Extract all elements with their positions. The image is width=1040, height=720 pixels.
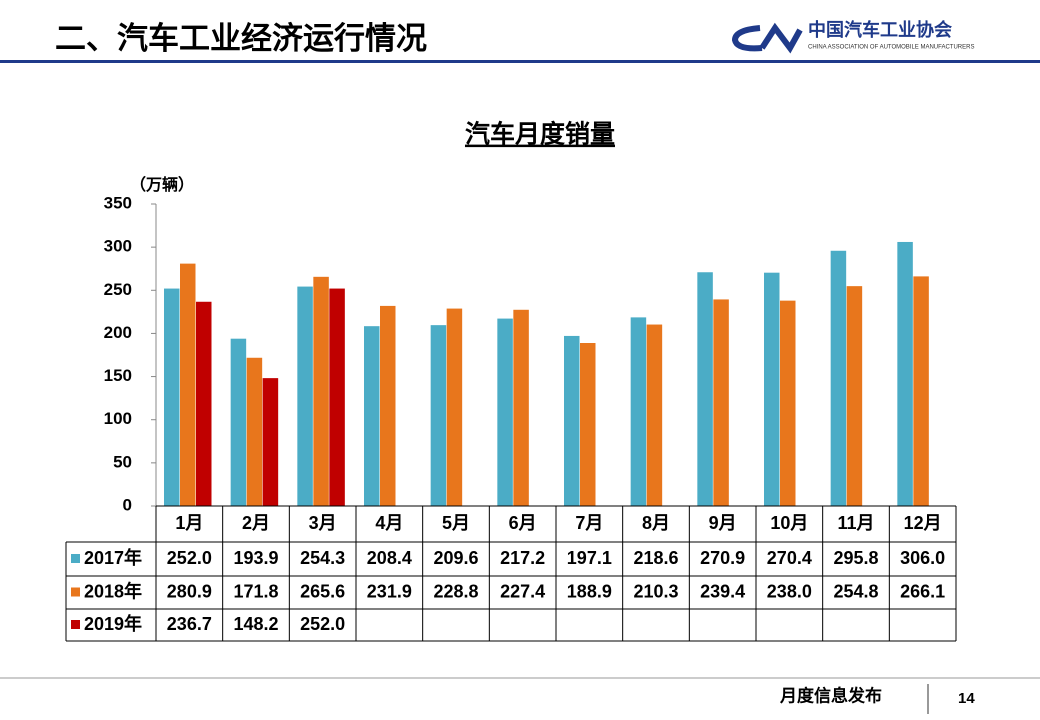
bar [430, 325, 447, 506]
bar [646, 324, 663, 506]
org-name-en: CHINA ASSOCIATION OF AUTOMOBILE MANUFACT… [808, 45, 974, 51]
table-cell: 217.2 [500, 548, 545, 568]
table-cell: 295.8 [833, 548, 878, 568]
table-cell: 239.4 [700, 581, 745, 601]
bar [897, 241, 913, 507]
table-cell: 197.1 [567, 548, 612, 568]
x-tick-label: 11月 [837, 513, 874, 533]
legend-label: 2017年 [84, 547, 142, 568]
x-tick-label: 3月 [309, 513, 337, 533]
table-cell: 266.1 [900, 581, 945, 601]
table-cell: 171.8 [233, 581, 278, 601]
bar [313, 276, 329, 506]
legend-swatch [71, 554, 80, 563]
y-tick-label: 150 [104, 366, 132, 385]
legend-swatch [71, 587, 80, 597]
slide-title: 二、汽车工业经济运行情况 [55, 21, 427, 56]
y-axis-label: （万辆） [130, 175, 194, 194]
logo [731, 22, 803, 54]
bar [364, 326, 380, 506]
y-tick-label: 300 [104, 237, 132, 256]
table-cell: 188.9 [567, 581, 612, 601]
x-tick-label: 10月 [770, 513, 808, 533]
y-tick-label: 100 [104, 409, 132, 428]
x-tick-label: 9月 [709, 513, 737, 533]
bar [630, 317, 647, 506]
table-cell: 252.0 [300, 614, 345, 634]
legend-label: 2018年 [84, 580, 142, 601]
table-cell: 218.6 [633, 548, 678, 568]
x-tick-label: 8月 [642, 513, 670, 533]
bar [764, 272, 780, 506]
org-name: 中国汽车工业协会 [808, 19, 952, 40]
bar [513, 309, 529, 506]
table-cell: 252.0 [167, 548, 212, 568]
table-cell: 231.9 [367, 581, 412, 601]
table-cell: 209.6 [433, 548, 478, 568]
legend-swatch [71, 620, 80, 629]
y-tick-label: 0 [123, 495, 132, 514]
table-cell: 227.4 [500, 581, 545, 601]
x-tick-label: 1月 [175, 513, 203, 533]
chart-title: 汽车月度销量 [465, 120, 615, 149]
bar [230, 338, 247, 506]
table-cell: 254.3 [300, 548, 345, 568]
bar [164, 288, 180, 506]
bar [830, 250, 847, 506]
y-tick-label: 350 [104, 193, 132, 212]
table-cell: 238.0 [767, 581, 812, 601]
footer-text: 月度信息发布 [779, 685, 882, 705]
x-tick-label: 6月 [509, 513, 537, 533]
table-cell: 193.9 [233, 548, 278, 568]
y-tick-label: 50 [113, 452, 132, 471]
bar [380, 305, 396, 506]
x-tick-label: 7月 [575, 513, 603, 533]
bar [497, 318, 513, 506]
header-rule [0, 60, 1040, 63]
bar [329, 288, 345, 506]
bar [246, 357, 263, 506]
y-tick-label: 250 [104, 280, 132, 299]
table-cell: 280.9 [167, 581, 212, 601]
table-cell: 306.0 [900, 548, 945, 568]
table-cell: 265.6 [300, 581, 345, 601]
table-cell: 208.4 [367, 548, 412, 568]
table-cell: 210.3 [633, 581, 678, 601]
legend-label: 2019年 [84, 613, 142, 634]
x-tick-label: 5月 [442, 513, 470, 533]
table-cell: 228.8 [433, 581, 478, 601]
bar [846, 286, 863, 506]
table-cell: 148.2 [233, 614, 278, 634]
bar [196, 301, 212, 506]
bar [446, 308, 463, 506]
bar [262, 378, 279, 506]
bar [713, 299, 729, 506]
bar [697, 272, 713, 506]
bar [564, 335, 580, 506]
table-cell: 270.9 [700, 548, 745, 568]
chart: 0 50 100 150 200 250 300 350 2017年 252.0 193.9 254.… [65, 193, 957, 642]
bar [913, 276, 929, 506]
table-cell: 236.7 [167, 614, 212, 634]
table-cell: 270.4 [767, 548, 812, 568]
x-tick-label: 12月 [904, 513, 942, 533]
x-tick-label: 4月 [375, 513, 403, 533]
x-tick-label: 2月 [242, 513, 270, 533]
y-tick-label: 200 [104, 323, 132, 342]
page-number: 14 [958, 690, 975, 707]
bar [780, 300, 796, 506]
bar [297, 286, 313, 506]
bar [580, 343, 596, 506]
bar [180, 263, 196, 506]
table-cell: 254.8 [833, 581, 878, 601]
